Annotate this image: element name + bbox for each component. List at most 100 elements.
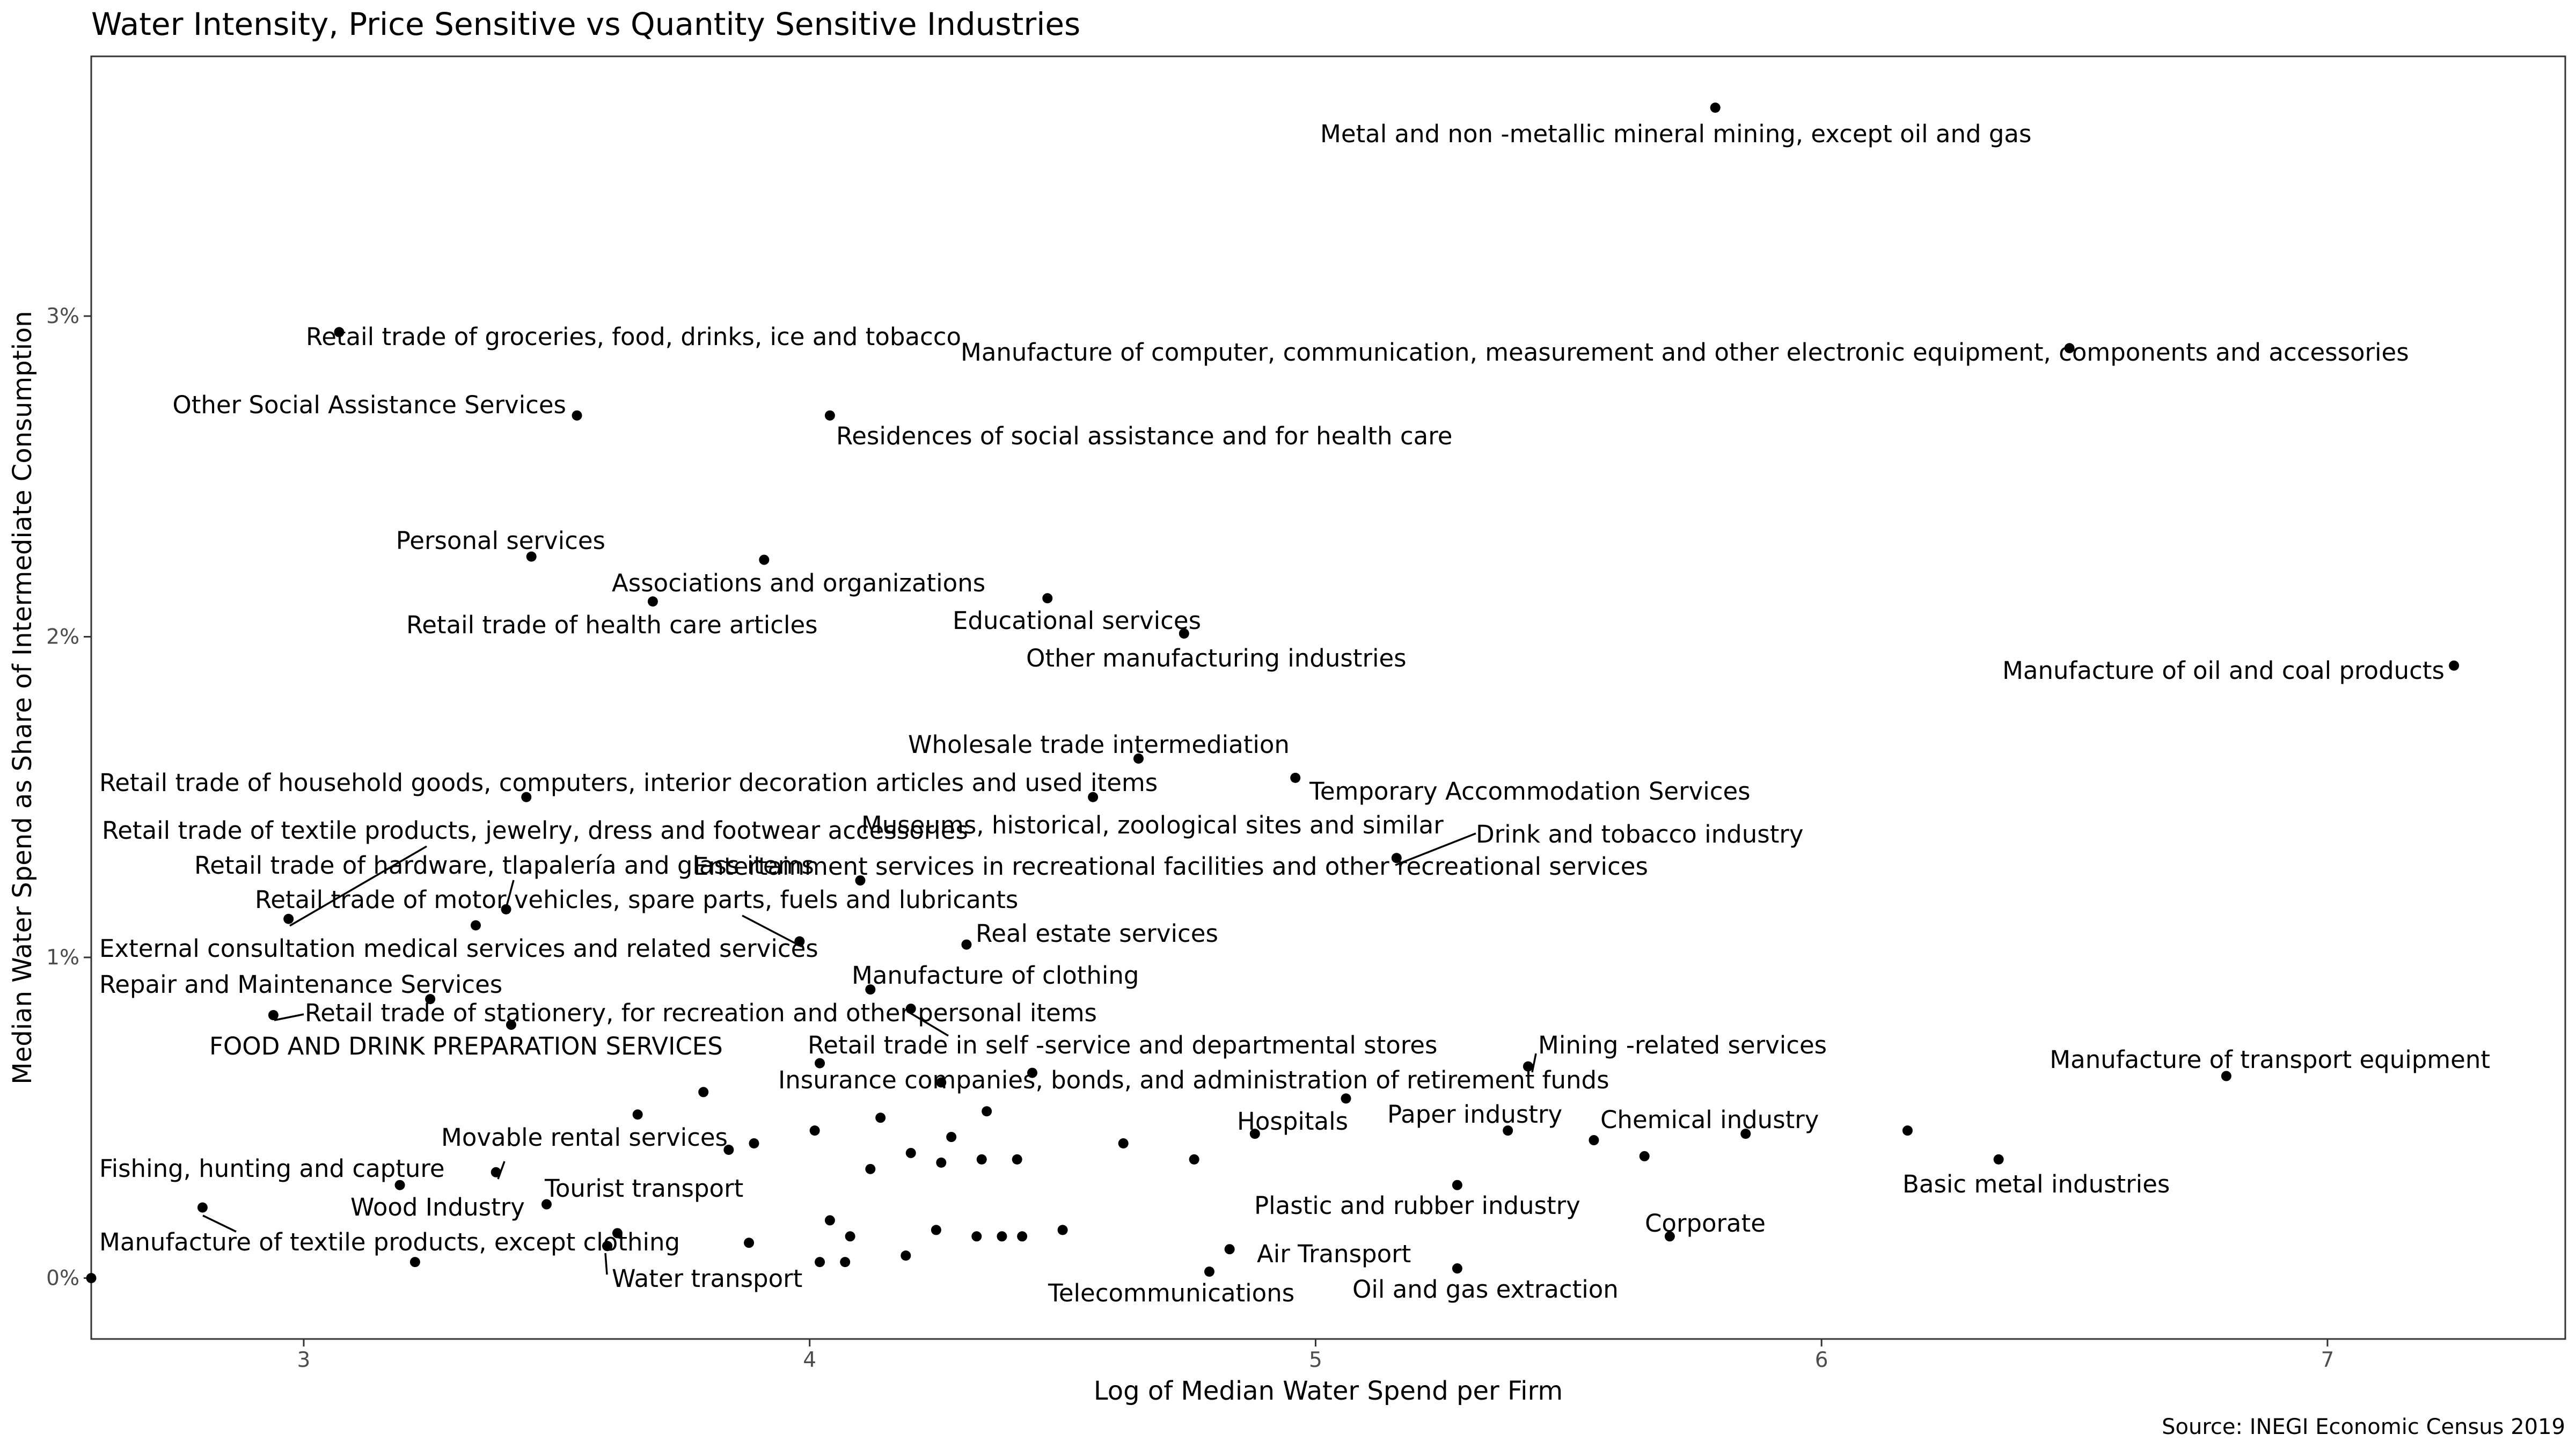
data-point xyxy=(1391,853,1402,863)
data-point xyxy=(1224,1244,1235,1255)
point-label: Retail trade of groceries, food, drinks,… xyxy=(306,323,961,351)
data-point xyxy=(1133,753,1144,764)
data-point xyxy=(1189,1154,1199,1165)
point-label: Retail trade of stationery, for recreati… xyxy=(305,999,1097,1027)
data-point xyxy=(815,1058,825,1069)
data-point xyxy=(824,1215,835,1226)
data-point xyxy=(840,1257,851,1268)
data-point xyxy=(971,1231,982,1242)
data-point xyxy=(1027,1067,1037,1078)
data-point xyxy=(809,1125,820,1136)
data-point xyxy=(647,596,658,607)
point-label: Retail trade in self -service and depart… xyxy=(808,1031,1437,1059)
point-label: Fishing, hunting and capture xyxy=(99,1154,445,1183)
plot-panel xyxy=(90,55,2566,1340)
data-point xyxy=(1639,1151,1650,1161)
point-label: Museums, historical, zoological sites an… xyxy=(861,811,1444,839)
data-point xyxy=(759,554,770,565)
point-label: Educational services xyxy=(953,606,1201,635)
label-leader-line xyxy=(503,880,515,914)
data-point xyxy=(470,920,481,931)
x-tick-label: 6 xyxy=(1815,1348,1828,1372)
chart-title: Water Intensity, Price Sensitive vs Quan… xyxy=(91,6,1080,42)
point-label: Chemical industry xyxy=(1600,1106,1819,1134)
data-point xyxy=(1589,1135,1599,1146)
data-point xyxy=(936,1157,947,1168)
point-label: Movable rental services xyxy=(441,1123,728,1152)
point-label: Retail trade of health care articles xyxy=(406,611,818,639)
label-leader-line xyxy=(274,1013,304,1021)
point-label: Paper industry xyxy=(1387,1100,1562,1129)
data-point xyxy=(1179,628,1189,639)
data-point xyxy=(997,1231,1007,1242)
points-layer xyxy=(86,103,2460,1283)
x-tick-label: 4 xyxy=(803,1348,816,1372)
point-label: Manufacture of oil and coal products xyxy=(2002,656,2445,685)
data-point xyxy=(1710,103,1721,113)
data-point xyxy=(283,913,294,924)
point-label: Other manufacturing industries xyxy=(1026,644,1407,672)
point-label: Retail trade of textile products, jewelr… xyxy=(102,816,968,845)
data-point xyxy=(1017,1231,1028,1242)
y-axis: 0% 1% 2% 3% xyxy=(46,304,91,1290)
point-label: Wood Industry xyxy=(350,1193,525,1221)
point-label: Mining -related services xyxy=(1538,1031,1827,1059)
data-point xyxy=(1902,1125,1913,1136)
point-label: Metal and non -metallic mineral mining, … xyxy=(1320,120,2031,148)
data-point xyxy=(1523,1061,1533,1072)
x-axis-title: Log of Median Water Spend per Firm xyxy=(1094,1376,1563,1406)
data-point xyxy=(976,1154,987,1165)
data-point xyxy=(982,1106,992,1117)
data-point xyxy=(1993,1154,2004,1165)
point-label: Plastic and rubber industry xyxy=(1254,1191,1580,1220)
data-point xyxy=(905,1147,916,1158)
labels-layer: Metal and non -metallic mineral mining, … xyxy=(99,120,2490,1307)
point-label: Insurance companies, bonds, and administ… xyxy=(778,1066,1609,1094)
x-axis: 3 4 5 6 7 xyxy=(297,1339,2334,1372)
data-point xyxy=(723,1144,734,1155)
data-point xyxy=(1012,1154,1022,1165)
data-point xyxy=(2221,1071,2231,1081)
data-point xyxy=(425,994,436,1005)
label-leader-line xyxy=(604,1253,608,1275)
point-label: Air Transport xyxy=(1257,1240,1411,1268)
data-point xyxy=(1452,1180,1462,1190)
x-tick-label: 3 xyxy=(297,1348,311,1372)
source-caption: Source: INEGI Economic Census 2019 xyxy=(2162,1415,2565,1439)
data-point xyxy=(86,1272,97,1283)
x-tick-label: 5 xyxy=(1309,1348,1322,1372)
data-point xyxy=(1740,1129,1751,1139)
y-tick-label: 2% xyxy=(46,625,79,649)
data-point xyxy=(2449,660,2460,671)
point-label: Retail trade of hardware, tlapalería and… xyxy=(194,851,814,880)
data-point xyxy=(931,1225,941,1235)
y-tick-label: 1% xyxy=(46,946,79,970)
point-label: Telecommunications xyxy=(1048,1279,1294,1307)
data-point xyxy=(936,1077,947,1088)
data-point xyxy=(865,1163,876,1174)
data-point xyxy=(1664,1231,1675,1242)
data-point xyxy=(632,1109,643,1120)
data-point xyxy=(845,1231,855,1242)
data-point xyxy=(1088,792,1099,802)
data-point xyxy=(409,1257,420,1268)
point-label: Manufacture of clothing xyxy=(852,961,1139,990)
data-point xyxy=(1452,1263,1462,1274)
data-point xyxy=(491,1167,501,1177)
data-point xyxy=(521,792,532,802)
point-label: FOOD AND DRINK PREPARATION SERVICES xyxy=(209,1032,723,1060)
point-label: Personal services xyxy=(396,526,605,555)
point-label: Entertainment services in recreational f… xyxy=(693,852,1648,881)
label-leader-line xyxy=(202,1214,237,1233)
point-label: Water transport xyxy=(612,1264,802,1293)
point-label: Tourist transport xyxy=(544,1174,743,1203)
data-point xyxy=(875,1113,886,1123)
data-point xyxy=(334,327,345,338)
point-label: Manufacture of transport equipment xyxy=(2050,1045,2490,1074)
label-leader-line xyxy=(906,1010,949,1037)
data-point xyxy=(612,1228,623,1239)
y-tick-label: 0% xyxy=(46,1266,79,1290)
data-point xyxy=(394,1180,405,1190)
point-label: Oil and gas extraction xyxy=(1352,1275,1619,1304)
data-point xyxy=(1204,1267,1214,1277)
